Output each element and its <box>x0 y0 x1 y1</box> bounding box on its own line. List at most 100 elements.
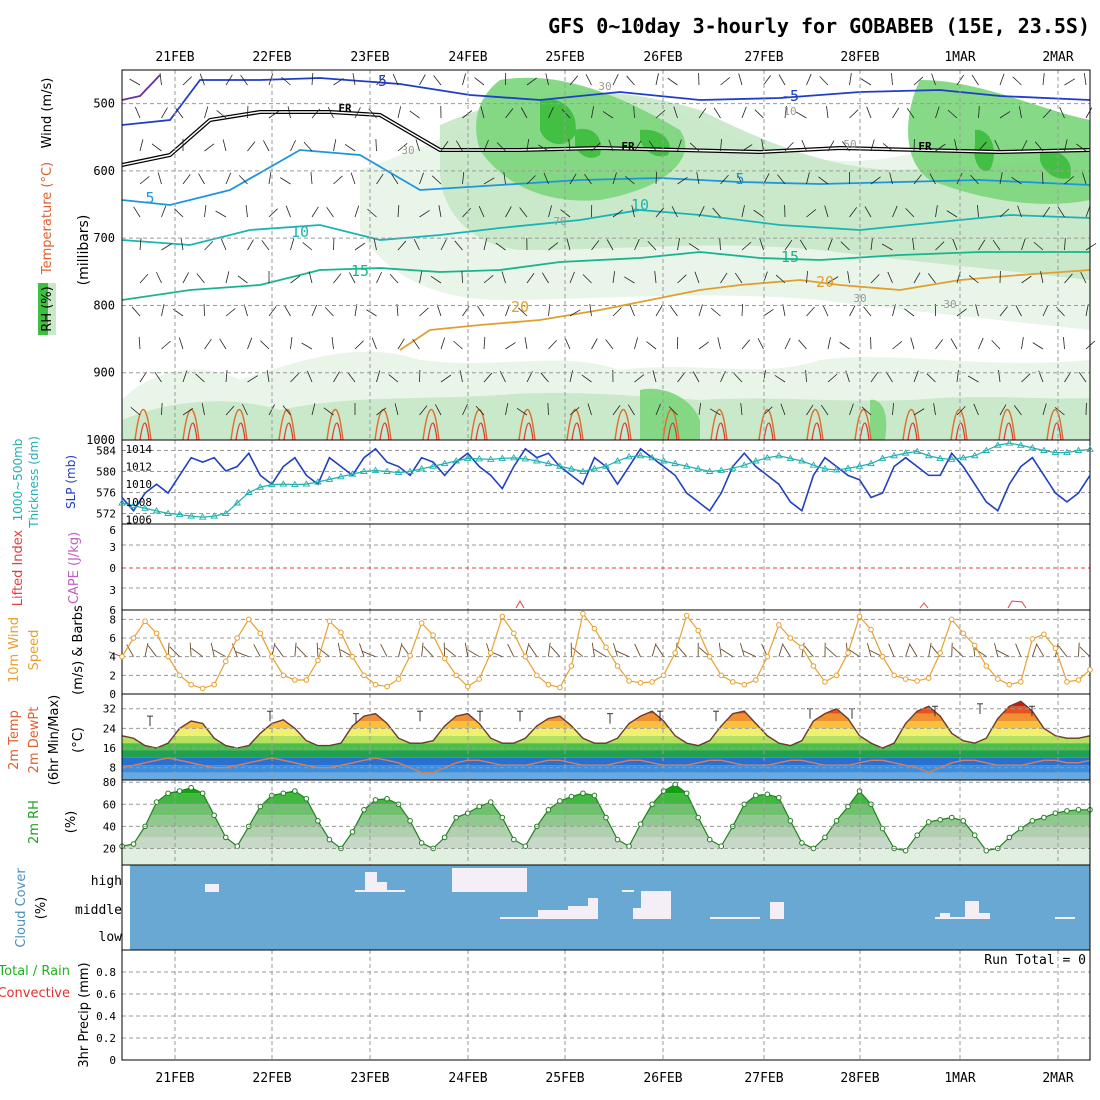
thickness-line-point <box>394 468 403 475</box>
wind-barb <box>827 238 833 251</box>
thickness-line-point <box>1063 448 1071 456</box>
wind-barb <box>285 205 291 218</box>
wind-barb <box>847 271 850 284</box>
wind-barb <box>904 308 915 317</box>
wind-barb <box>1080 272 1087 284</box>
wind-speed-line-point <box>649 679 655 685</box>
wind-speed-line-point <box>499 613 506 620</box>
wind-barb <box>139 273 149 284</box>
wind-barb <box>308 271 313 284</box>
wind-barb <box>824 205 829 218</box>
rh-line-point <box>591 792 598 799</box>
rh-line-point <box>637 821 644 827</box>
wind-barb <box>906 107 915 119</box>
surface-wind-barb <box>1015 643 1022 657</box>
wind-barb <box>612 172 617 185</box>
surface-wind-barb <box>993 642 999 657</box>
wind-barb <box>1021 140 1028 152</box>
rh-band <box>122 815 1090 827</box>
wind-barb <box>139 176 150 185</box>
thickness-line-point <box>221 509 230 516</box>
wind-barb <box>956 406 966 416</box>
wind-barb <box>891 73 893 86</box>
wind-barb <box>778 74 786 86</box>
wind-barb <box>281 76 291 86</box>
wind-speed-line-point <box>695 627 701 634</box>
thickness-line-point <box>970 451 979 459</box>
wind-barb <box>677 372 686 383</box>
date-label-bottom: 1MAR <box>944 1071 975 1086</box>
wind-barb <box>741 303 744 317</box>
wind-barb <box>827 337 831 350</box>
run-total: Run Total = 0 <box>984 953 1086 968</box>
wind-barb <box>652 370 657 383</box>
wind-barb <box>795 111 807 119</box>
contour-label: FR <box>621 140 635 153</box>
wind-barb <box>139 238 142 251</box>
wind-barb <box>999 111 1011 119</box>
thickness-line-point <box>855 462 864 469</box>
contour-label: 15 <box>781 248 799 266</box>
wind-barb <box>806 209 817 218</box>
wind-barb <box>1083 73 1087 86</box>
wind-barb <box>757 338 764 350</box>
surface-wind-barb <box>294 642 297 657</box>
cloud-block <box>538 910 568 919</box>
rh-line-point <box>199 790 206 797</box>
contour-label: -5 <box>369 72 387 90</box>
wind-barb <box>634 238 640 251</box>
surface-wind-barb <box>423 646 434 657</box>
wind-barb <box>376 370 381 383</box>
temp-label-3: (6hr Min/Max) <box>47 695 62 785</box>
low-level-contour <box>523 422 534 441</box>
low-level-contour <box>907 422 918 441</box>
wind-barb <box>245 205 248 218</box>
wind-barb <box>1063 337 1065 350</box>
thickness-line-point <box>337 472 345 480</box>
rh-line-point <box>683 790 690 797</box>
surface-wind-barb <box>720 648 734 658</box>
surface-wind-barb <box>616 650 630 658</box>
rh-line-point <box>914 832 920 838</box>
wind-barb <box>864 206 872 218</box>
cloud-label: Cloud Cover <box>14 868 29 948</box>
cape-tick: 3 <box>109 584 116 597</box>
rh-line-point <box>280 790 287 797</box>
thickness-line-point <box>452 457 460 464</box>
wind-barb <box>548 106 554 119</box>
rh-line-point <box>902 847 909 854</box>
wind-barb <box>247 141 256 152</box>
contour-label: 10 <box>291 223 309 241</box>
wind-barb <box>1042 304 1049 317</box>
slp-tick: 1006 <box>126 514 153 527</box>
pressure-tick: 700 <box>93 231 115 245</box>
rh-floor <box>122 848 1090 865</box>
wind-speed-line-point <box>257 630 264 637</box>
precip-tick: 0.2 <box>96 1032 116 1045</box>
surface-wind-barb <box>909 644 918 657</box>
wind-barb <box>892 304 896 317</box>
surface-wind-barb <box>318 647 330 658</box>
temperature-contour <box>121 149 1091 206</box>
wind-speed-line-point <box>199 685 206 692</box>
wind10-label-3: (m/s) & Barbs <box>71 605 86 695</box>
wind-barb <box>391 173 399 185</box>
rh-line-point <box>753 792 759 799</box>
wind-barb <box>290 337 293 350</box>
wind-barb <box>694 271 700 284</box>
thickness-line-point <box>763 453 772 461</box>
precip-tick: 0 <box>109 1054 116 1067</box>
wind-barb <box>671 206 678 218</box>
rh-area <box>1040 149 1071 179</box>
temp-label-2: 2m DewPt <box>27 707 42 774</box>
wind-barb <box>717 337 721 350</box>
low-level-contour <box>811 422 822 441</box>
slp-tick: 1012 <box>126 461 153 474</box>
date-label-bottom: 28FEB <box>840 1071 879 1086</box>
wind-barb <box>668 406 678 416</box>
wind-barb <box>967 375 979 383</box>
wind-barb <box>1012 76 1022 86</box>
wind-speed-line-point <box>833 672 840 679</box>
wind-barb <box>204 205 207 218</box>
